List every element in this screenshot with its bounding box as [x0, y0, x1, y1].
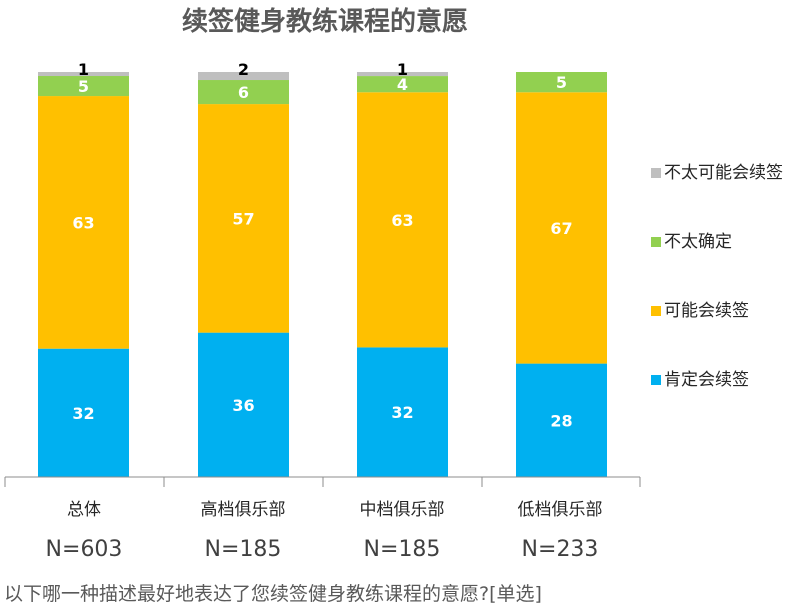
bar-segment [516, 72, 607, 93]
data-label: 32 [72, 404, 94, 423]
category-label: 总体 [67, 500, 101, 520]
data-label: 5 [556, 73, 567, 92]
legend-label: 不太确定 [664, 232, 732, 252]
legend-label: 肯定会续签 [664, 370, 749, 390]
legend-label: 不太可能会续签 [664, 163, 783, 183]
bar-segment [357, 347, 448, 477]
category-label: 高档俱乐部 [201, 500, 286, 520]
data-label: 32 [391, 403, 413, 422]
data-label: 63 [72, 213, 94, 232]
data-label: 2 [238, 60, 249, 79]
footnote: 以下哪一种描述最好地表达了您续签健身教练课程的意愿?[单选] [4, 583, 542, 605]
sample-size-label: N=603 [46, 537, 123, 562]
data-label: 57 [232, 209, 254, 228]
bar-segment [38, 348, 129, 477]
chart-title: 续签健身教练课程的意愿 [182, 6, 468, 37]
legend-swatch [651, 168, 661, 178]
data-label: 67 [550, 219, 572, 238]
bar-segment [38, 76, 129, 97]
x-axis [4, 476, 641, 487]
data-label: 4 [397, 75, 408, 94]
data-label: 63 [391, 211, 413, 230]
data-label: 1 [78, 60, 89, 79]
bar-segment [357, 92, 448, 348]
bar-segment [516, 92, 607, 364]
bar-segment [357, 72, 448, 77]
bar-segment [357, 76, 448, 93]
bar-segment [198, 104, 289, 333]
sample-size-label: N=185 [205, 537, 282, 562]
bar-segment [198, 80, 289, 105]
sample-size-label: N=185 [364, 537, 441, 562]
category-label: 中档俱乐部 [360, 500, 445, 520]
sample-size-label: N=233 [522, 537, 599, 562]
legend-label: 可能会续签 [664, 301, 749, 321]
bar-segment [38, 96, 129, 349]
bar-segment [198, 72, 289, 81]
data-label: 36 [232, 396, 254, 415]
data-label: 28 [550, 411, 572, 430]
bar-segment [516, 363, 607, 477]
legend-swatch [651, 306, 661, 316]
bar-segment [38, 72, 129, 77]
category-label: 低档俱乐部 [518, 500, 603, 520]
legend-swatch [651, 375, 661, 385]
data-label: 1 [397, 60, 408, 79]
legend-swatch [651, 237, 661, 247]
bar-segment [198, 332, 289, 477]
data-label: 6 [238, 83, 249, 102]
data-label: 5 [78, 77, 89, 96]
category-labels: 总体 N=603 高档俱乐部 N=185 中档俱乐部 N=185 低档俱乐部 N=233 [46, 500, 603, 562]
